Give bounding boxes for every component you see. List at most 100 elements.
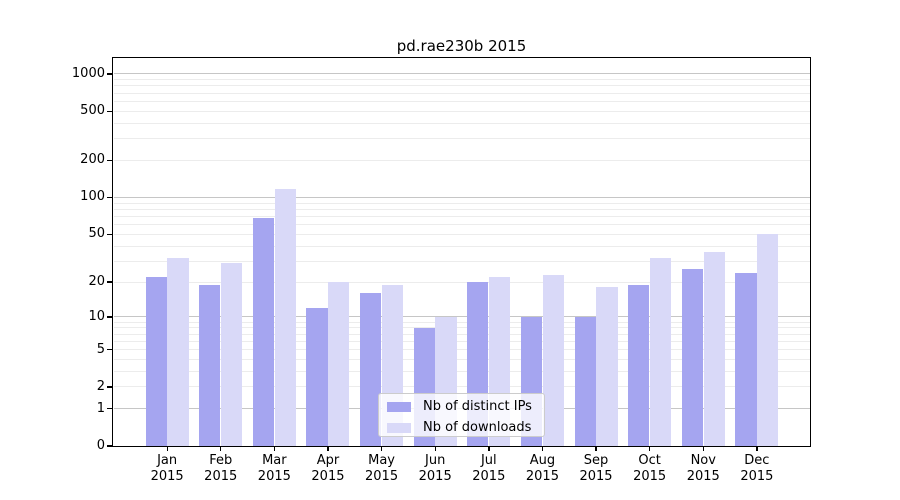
gridline-minor — [113, 159, 811, 161]
y-tick-label: 10 — [88, 308, 105, 324]
gridline-minor — [113, 110, 811, 112]
x-tick-year: 2015 — [472, 469, 506, 484]
x-tick-month: Oct — [638, 453, 661, 468]
x-tick-label: Aug 2015 — [510, 453, 574, 485]
gridline-minor — [113, 358, 811, 360]
x-tick-month: Dec — [744, 453, 770, 468]
x-tick-year: 2015 — [311, 469, 345, 484]
legend-item-downloads: Nb of downloads — [379, 419, 544, 437]
y-tick-mark — [107, 110, 113, 112]
y-tick-mark — [107, 73, 113, 75]
x-tick-mark — [595, 446, 597, 451]
y-tick-mark — [107, 408, 113, 410]
bar-downloads-feb — [221, 262, 243, 446]
y-tick-mark — [107, 445, 113, 447]
bar-distinct-ips-nov — [681, 268, 703, 446]
y-tick-mark — [107, 233, 113, 235]
y-tick-label: 100 — [80, 189, 105, 205]
x-tick-mark — [702, 446, 704, 451]
x-tick-month: Nov — [690, 453, 716, 468]
gridline-minor — [113, 333, 811, 335]
gridline-minor — [113, 340, 811, 342]
x-tick-month: Apr — [316, 453, 340, 468]
x-tick-label: Apr 2015 — [296, 453, 360, 485]
legend-label: Nb of downloads — [423, 420, 532, 435]
x-tick-month: Jan — [157, 453, 178, 468]
bar-downloads-mar — [274, 188, 296, 446]
x-tick-month: May — [368, 453, 395, 468]
y-tick-mark — [107, 159, 113, 162]
x-tick-mark — [488, 446, 490, 451]
y-tick-label: 50 — [88, 226, 105, 242]
y-tick-label: 20 — [88, 274, 105, 290]
legend-label: Nb of distinct IPs — [423, 399, 532, 414]
x-tick-mark — [166, 446, 168, 451]
x-tick-month: Feb — [209, 453, 233, 468]
gridline-minor — [113, 85, 811, 87]
bar-distinct-ips-mar — [252, 217, 275, 446]
x-tick-label: May 2015 — [350, 453, 414, 485]
x-tick-mark — [273, 446, 276, 451]
gridline-minor — [113, 370, 811, 372]
x-tick-mark — [756, 446, 758, 451]
x-tick-year: 2015 — [525, 469, 559, 484]
gridline-minor — [113, 386, 811, 388]
x-tick-year: 2015 — [365, 469, 399, 484]
gridline-minor — [113, 233, 811, 235]
x-tick-month: Sep — [583, 453, 609, 468]
bar-distinct-ips-may — [360, 293, 382, 446]
y-tick-label: 1000 — [71, 65, 105, 81]
gridline-major — [113, 196, 811, 198]
legend-swatch-downloads-icon — [387, 423, 411, 433]
y-tick-label: 200 — [80, 152, 105, 168]
bar-downloads-apr — [328, 282, 350, 446]
x-tick-label: Nov 2015 — [671, 453, 735, 485]
gridline-minor — [113, 79, 811, 81]
x-tick-year: 2015 — [257, 469, 291, 484]
x-tick-label: Feb 2015 — [189, 453, 253, 485]
y-tick-label: 500 — [80, 103, 105, 119]
bar-distinct-ips-sep — [574, 316, 596, 446]
gridline-minor — [113, 138, 811, 140]
x-tick-label: Jul 2015 — [457, 453, 521, 485]
gridline-minor — [113, 122, 811, 124]
gridline-minor — [113, 349, 811, 350]
x-tick-year: 2015 — [740, 469, 774, 484]
gridline-minor — [113, 215, 811, 217]
gridline-minor — [113, 92, 811, 94]
gridline-minor — [113, 100, 811, 102]
x-tick-mark — [380, 446, 383, 451]
gridline-minor — [113, 281, 811, 283]
x-tick-label: Sep 2015 — [564, 453, 628, 485]
bar-downloads-dec — [757, 234, 779, 446]
bar-downloads-jan — [167, 257, 189, 446]
chart-title: pd.rae230b 2015 — [396, 37, 527, 55]
y-tick-mark — [107, 348, 113, 351]
bar-downloads-nov — [703, 251, 725, 446]
y-tick-mark — [107, 316, 113, 318]
gridline-minor — [113, 245, 811, 247]
bar-distinct-ips-jan — [145, 277, 167, 446]
x-tick-year: 2015 — [633, 469, 667, 484]
legend-item-distinct-ips: Nb of distinct IPs — [379, 398, 544, 416]
x-tick-month: Jun — [425, 453, 446, 468]
x-tick-mark — [434, 446, 436, 451]
x-tick-year: 2015 — [579, 469, 613, 484]
x-tick-month: Aug — [529, 453, 556, 468]
legend-swatch-distinct-ips-icon — [387, 402, 411, 412]
gridline-minor — [113, 208, 811, 210]
x-tick-mark — [649, 446, 651, 451]
gridline-minor — [113, 202, 811, 204]
gridline-major — [113, 73, 811, 75]
bar-distinct-ips-apr — [306, 307, 328, 446]
x-tick-year: 2015 — [418, 469, 452, 484]
y-tick-mark — [107, 196, 113, 199]
bar-distinct-ips-oct — [628, 284, 650, 446]
gridline-minor — [113, 224, 811, 226]
x-tick-month: Mar — [262, 453, 287, 468]
y-tick-label: 2 — [96, 378, 105, 394]
x-tick-label: Mar 2015 — [242, 453, 306, 485]
x-tick-label: Oct 2015 — [618, 453, 682, 485]
x-tick-mark — [327, 446, 329, 451]
x-tick-year: 2015 — [204, 469, 238, 484]
